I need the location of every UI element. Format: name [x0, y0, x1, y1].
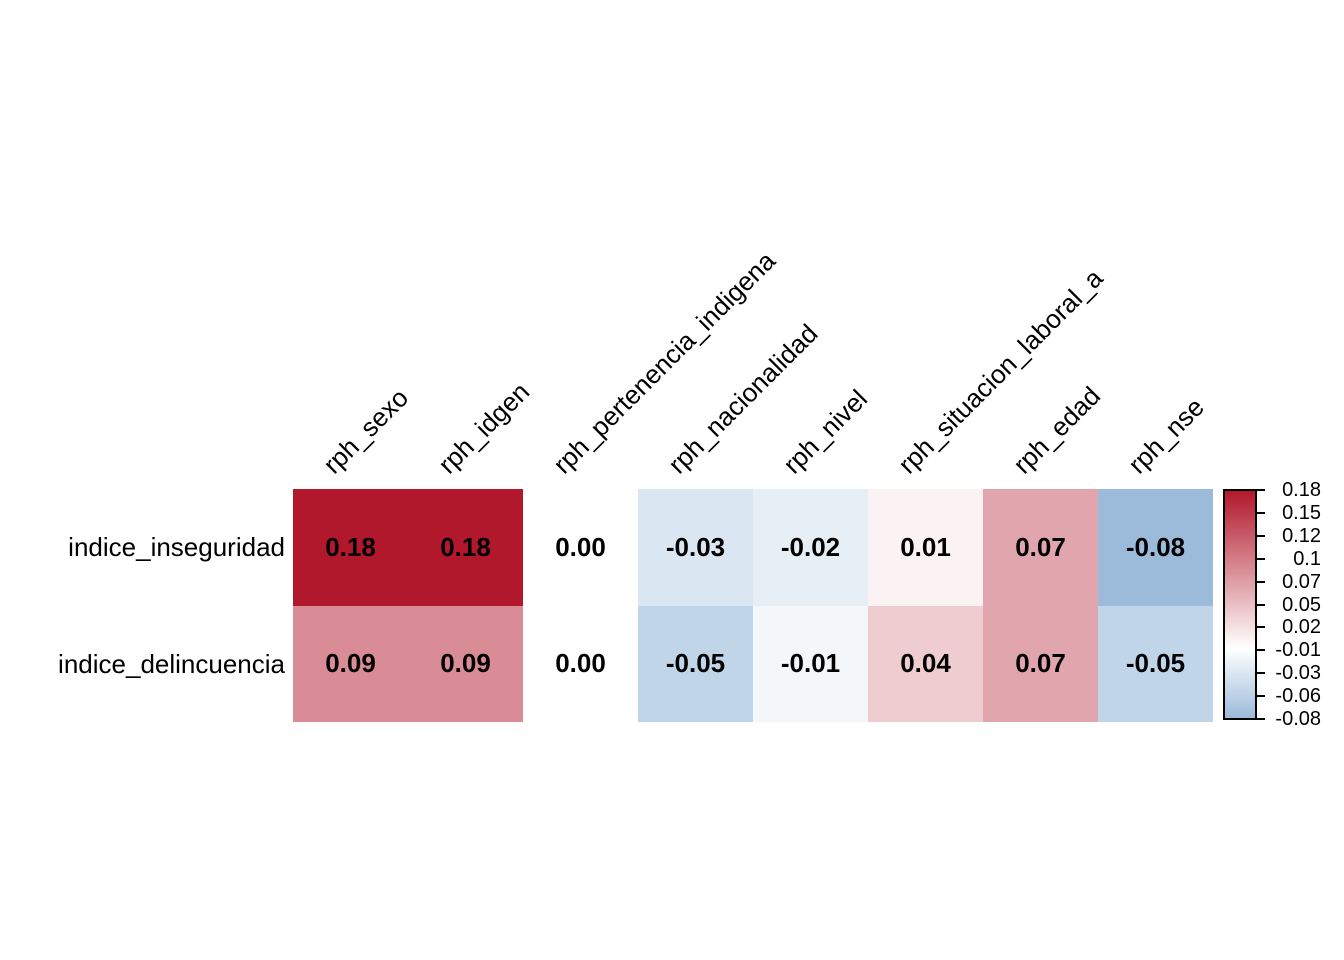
heatmap-cell: 0.18 — [408, 489, 523, 606]
colorbar-tick — [1257, 557, 1265, 560]
colorbar-tick-label: 0.02 — [1282, 616, 1321, 639]
colorbar-tick — [1257, 534, 1265, 537]
colorbar-tick-label: 0.15 — [1282, 501, 1321, 524]
colorbar-tick-label: 0.07 — [1282, 570, 1321, 593]
colorbar-tick — [1257, 672, 1265, 675]
colorbar-tick — [1257, 580, 1265, 583]
heatmap-cell: 0.09 — [408, 605, 523, 722]
column-label-rph_pertenencia_indigena: rph_pertenencia_indigena — [546, 245, 781, 480]
heatmap-cell: -0.03 — [638, 489, 753, 606]
row-label-indice_delincuencia: indice_delincuencia — [58, 648, 285, 679]
heatmap-cell: 0.00 — [523, 605, 638, 722]
colorbar-tick-label: -0.06 — [1275, 685, 1321, 708]
colorbar-tick-label: 0.05 — [1282, 593, 1321, 616]
heatmap-cell: -0.02 — [753, 489, 868, 606]
column-label-rph_sexo: rph_sexo — [316, 382, 414, 480]
heatmap-cell: 0.01 — [868, 489, 983, 606]
column-label-rph_edad: rph_edad — [1006, 380, 1106, 480]
colorbar-tick — [1257, 511, 1265, 514]
colorbar-tick-label: 0.1 — [1293, 547, 1321, 570]
heatmap-cell: 0.07 — [983, 605, 1098, 722]
colorbar-tick-label: 0.12 — [1282, 524, 1321, 547]
colorbar-tick — [1257, 649, 1265, 652]
heatmap-cell: -0.05 — [638, 605, 753, 722]
column-label-rph_situacion_laboral_a: rph_situacion_laboral_a — [891, 262, 1109, 480]
heatmap-cell: 0.09 — [293, 605, 408, 722]
heatmap-cell: -0.05 — [1098, 605, 1213, 722]
row-label-indice_inseguridad: indice_inseguridad — [68, 532, 285, 563]
colorbar-tick-label: 0.18 — [1282, 479, 1321, 501]
colorbar-tick-label: -0.03 — [1275, 662, 1321, 685]
colorbar-tick — [1257, 626, 1265, 629]
heatmap-cell: 0.04 — [868, 605, 983, 722]
column-label-rph_idgen: rph_idgen — [431, 376, 535, 480]
column-label-rph_nivel: rph_nivel — [776, 383, 873, 480]
heatmap-cell: 0.00 — [523, 489, 638, 606]
colorbar-tick — [1257, 695, 1265, 698]
colorbar-gradient — [1223, 489, 1257, 720]
colorbar-tick — [1257, 603, 1265, 606]
colorbar-tick-label: -0.01 — [1275, 639, 1321, 662]
heatmap-cell: 0.18 — [293, 489, 408, 606]
heatmap-cell: -0.01 — [753, 605, 868, 722]
heatmap-cell: -0.08 — [1098, 489, 1213, 606]
column-label-rph_nse: rph_nse — [1121, 391, 1210, 480]
heatmap-cell: 0.07 — [983, 489, 1098, 606]
colorbar-tick — [1257, 489, 1265, 491]
colorbar-tick — [1257, 718, 1265, 720]
colorbar-tick-label: -0.08 — [1275, 708, 1321, 730]
